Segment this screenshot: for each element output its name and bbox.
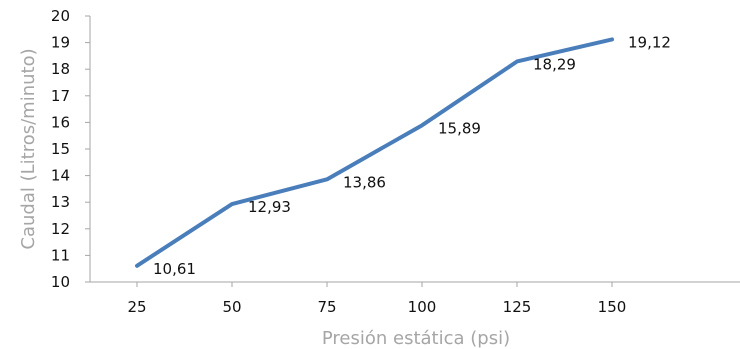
y-tick-label: 10 xyxy=(51,273,70,291)
y-tick-label: 11 xyxy=(51,246,70,264)
data-series-line xyxy=(135,37,614,268)
y-tick-label: 19 xyxy=(51,34,70,52)
data-label: 15,89 xyxy=(438,119,481,137)
y-tick-label: 14 xyxy=(51,167,70,185)
x-tick-label: 100 xyxy=(408,298,437,316)
data-label: 18,29 xyxy=(533,55,576,73)
data-label: 12,93 xyxy=(248,198,291,216)
x-axis-title: Presión estática (psi) xyxy=(322,328,510,349)
y-tick-label: 12 xyxy=(51,220,70,238)
data-label: 19,12 xyxy=(628,33,671,51)
x-tick-label: 25 xyxy=(127,298,146,316)
x-tick-label: 50 xyxy=(222,298,241,316)
x-tick-label: 150 xyxy=(598,298,627,316)
y-tick-label: 20 xyxy=(51,7,70,25)
data-label: 13,86 xyxy=(343,173,386,191)
y-tick-label: 13 xyxy=(51,193,70,211)
x-tick-label: 75 xyxy=(317,298,336,316)
y-tick-label: 16 xyxy=(51,113,70,131)
axes-layer: 10 11 12 13 14 15 16 17 18 19 20 25 50 75 100 125 150 xyxy=(51,7,740,316)
y-tick-label: 18 xyxy=(51,60,70,78)
series-layer xyxy=(135,37,614,268)
y-tick-label: 17 xyxy=(51,87,70,105)
data-label: 10,61 xyxy=(153,260,196,278)
x-tick-label: 125 xyxy=(503,298,532,316)
y-tick-label: 15 xyxy=(51,140,70,158)
labels-layer: 10,61 12,93 13,86 15,89 18,29 19,12 xyxy=(153,33,671,277)
y-axis-title: Caudal (Litros/minuto) xyxy=(18,48,39,249)
